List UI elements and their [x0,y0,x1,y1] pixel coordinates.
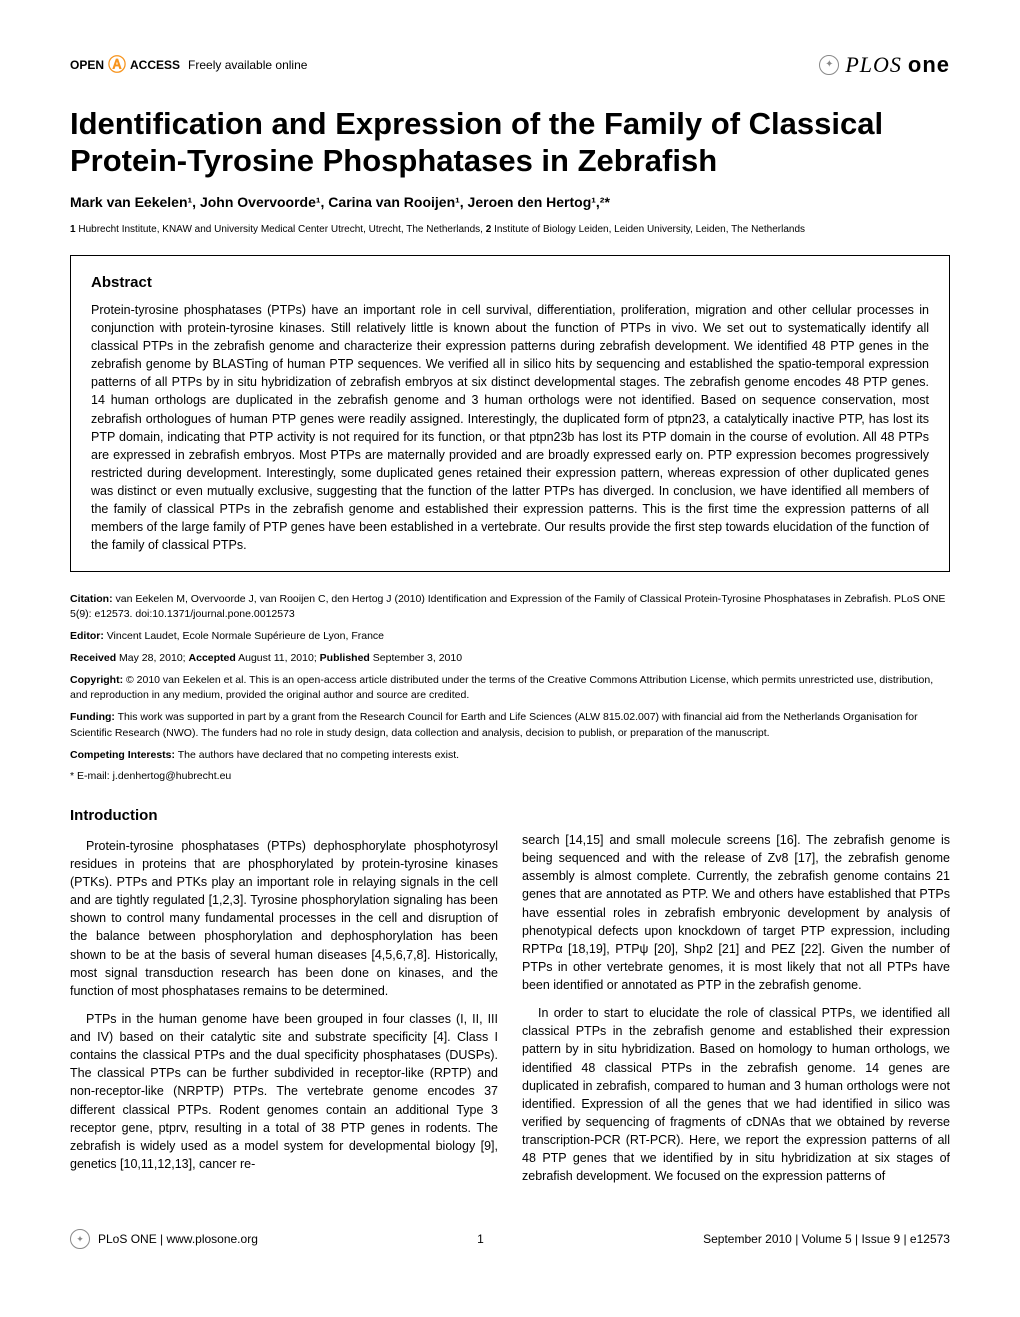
intro-p3: search [14,15] and small molecule screen… [522,831,950,994]
accepted-label: Accepted [189,652,236,664]
competing-line: Competing Interests: The authors have de… [70,748,950,764]
footer-left: ✦ PLoS ONE | www.plosone.org [70,1229,258,1249]
intro-section: Introduction Protein-tyrosine phosphatas… [70,805,950,1195]
abstract-box: Abstract Protein-tyrosine phosphatases (… [70,255,950,572]
right-column: search [14,15] and small molecule screen… [522,805,950,1195]
copyright-text: © 2010 van Eekelen et al. This is an ope… [70,674,933,702]
intro-p4: In order to start to elucidate the role … [522,1004,950,1185]
open-access-badge: OPEN Ⓐ ACCESS Freely available online [70,53,307,78]
citation-label: Citation: [70,593,113,605]
funding-line: Funding: This work was supported in part… [70,710,950,742]
published-label: Published [320,652,370,664]
email-line: * E-mail: j.denhertog@hubrecht.eu [70,769,950,785]
affiliations-full: Hubrecht Institute, KNAW and University … [78,224,805,235]
citation-line: Citation: van Eekelen M, Overvoorde J, v… [70,592,950,624]
open-text: OPEN [70,57,104,74]
citation-text: van Eekelen M, Overvoorde J, van Rooijen… [70,593,945,621]
funding-label: Funding: [70,711,115,723]
plos-circle-icon: ✦ [819,55,839,75]
authors-line: Mark van Eekelen¹, John Overvoorde¹, Car… [70,193,950,213]
received-label: Received [70,652,116,664]
abstract-text: Protein-tyrosine phosphatases (PTPs) hav… [91,301,929,555]
editor-text: Vincent Laudet, Ecole Normale Supérieure… [104,630,384,642]
funding-text: This work was supported in part by a gra… [70,711,918,739]
published-text: September 3, 2010 [370,652,462,664]
journal-logo: ✦ PLOS one [819,50,950,81]
affiliations: 11 Hubrecht Institute, KNAW and Universi… [70,223,950,237]
page-number: 1 [477,1231,484,1248]
article-title: Identification and Expression of the Fam… [70,105,950,179]
received-text: May 28, 2010; [116,652,188,664]
header-bar: OPEN Ⓐ ACCESS Freely available online ✦ … [70,50,950,81]
access-text: ACCESS [130,57,180,74]
copyright-label: Copyright: [70,674,123,686]
meta-section: Citation: van Eekelen M, Overvoorde J, v… [70,592,950,786]
competing-label: Competing Interests: [70,749,175,761]
footer-right-text: September 2010 | Volume 5 | Issue 9 | e1… [703,1231,950,1248]
footer-circle-icon: ✦ [70,1229,90,1249]
intro-p1: Protein-tyrosine phosphatases (PTPs) dep… [70,837,498,1000]
intro-p2: PTPs in the human genome have been group… [70,1010,498,1173]
editor-line: Editor: Vincent Laudet, Ecole Normale Su… [70,629,950,645]
dates-line: Received May 28, 2010; Accepted August 1… [70,651,950,667]
accepted-text: August 11, 2010; [236,652,320,664]
footer: ✦ PLoS ONE | www.plosone.org 1 September… [70,1229,950,1249]
one-text: one [908,50,950,81]
footer-left-text: PLoS ONE | www.plosone.org [98,1231,258,1248]
competing-text: The authors have declared that no compet… [175,749,459,761]
copyright-line: Copyright: © 2010 van Eekelen et al. Thi… [70,673,950,705]
intro-heading: Introduction [70,805,498,827]
plos-text: PLOS [845,50,902,81]
left-column: Introduction Protein-tyrosine phosphatas… [70,805,498,1195]
open-access-icon: Ⓐ [108,53,126,78]
editor-label: Editor: [70,630,104,642]
abstract-heading: Abstract [91,272,929,293]
freely-text: Freely available online [188,57,307,74]
